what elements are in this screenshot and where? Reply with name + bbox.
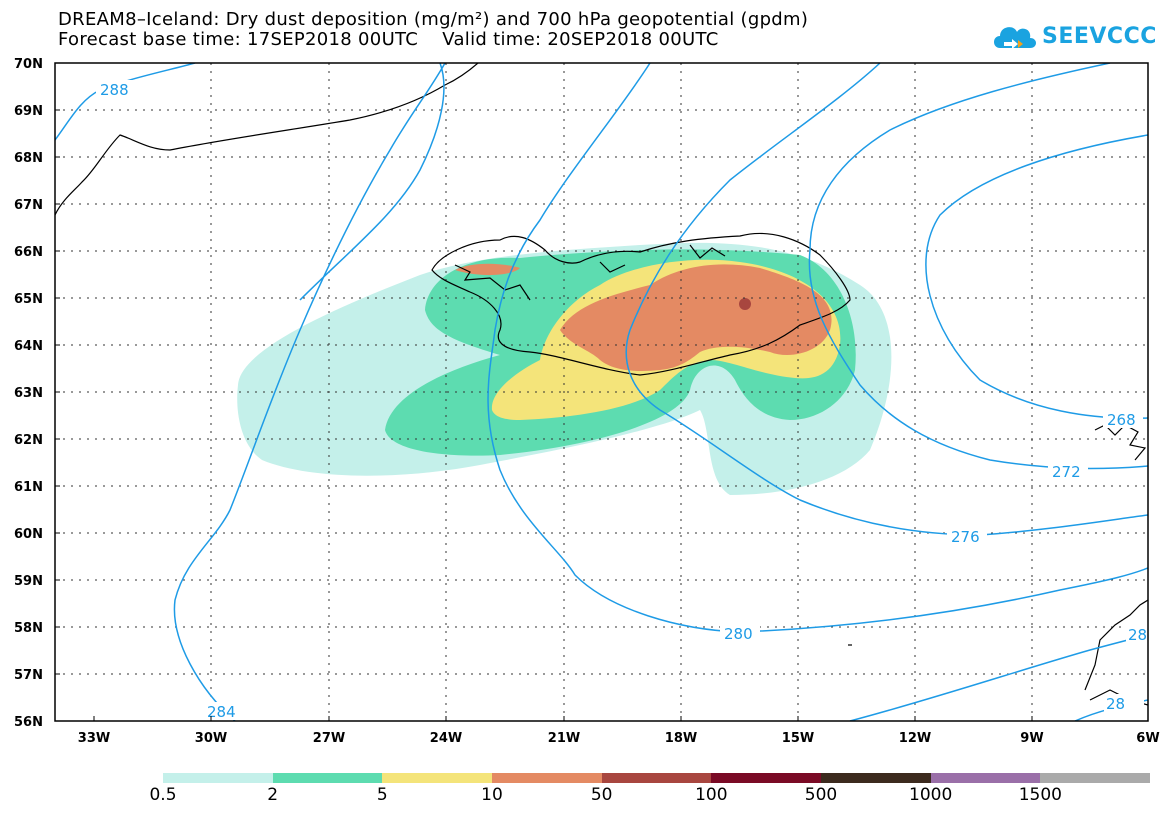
legend-swatch — [492, 773, 602, 783]
lat-label: 66N — [14, 245, 43, 260]
lat-label: 59N — [14, 574, 43, 589]
contour-284-east — [849, 634, 1148, 721]
legend-swatch — [711, 773, 822, 783]
contour-label-280: 280 — [724, 625, 753, 643]
lon-label: 18W — [665, 731, 697, 746]
lon-label: 21W — [548, 731, 580, 746]
graticule — [55, 63, 1148, 721]
contour-268 — [925, 134, 1148, 419]
legend-label: 2 — [267, 785, 279, 805]
lat-label: 64N — [14, 339, 43, 354]
legend-swatch — [1040, 773, 1151, 783]
legend-label: 50 — [590, 785, 613, 805]
contour-288 — [55, 63, 196, 141]
latitude-labels: 70N 69N 68N 67N 66N 65N 64N 63N 62N 61N … — [14, 57, 43, 730]
contour-284-west — [173, 63, 446, 721]
logo-text: SEEVCCC — [1042, 24, 1157, 49]
lat-label: 58N — [14, 621, 43, 636]
lat-label: 69N — [14, 104, 43, 119]
contour-280-main — [487, 63, 1148, 633]
contour-label-276: 276 — [951, 528, 980, 546]
lat-label: 57N — [14, 668, 43, 683]
legend-swatch — [163, 773, 273, 783]
legend-label: 0.5 — [149, 785, 177, 805]
contour-label-268: 268 — [1107, 411, 1136, 429]
contour-label-284: 284 — [207, 703, 236, 721]
seevccc-logo: SEEVCCC — [990, 18, 1156, 58]
iceland-coast — [431, 232, 851, 376]
legend-label: 1000 — [909, 785, 953, 805]
contour-labels: 288 284 280 276 272 268 28 28 — [96, 80, 1148, 721]
lat-label: 65N — [14, 292, 43, 307]
legend-label: 1500 — [1018, 785, 1062, 805]
contour-label-28-b: 28 — [1106, 695, 1125, 713]
lat-label: 62N — [14, 433, 43, 448]
legend-label: 5 — [376, 785, 388, 805]
dust-level-10 — [560, 264, 832, 371]
lat-label: 56N — [14, 715, 43, 730]
cloud-icon — [994, 27, 1036, 49]
legend-swatch — [930, 773, 1041, 783]
chart-title: DREAM8–Iceland: Dry dust deposition (mg/… — [58, 9, 809, 30]
lon-label: 6W — [1136, 731, 1159, 746]
lon-label: 15W — [782, 731, 814, 746]
iceland-coast-fjords — [454, 244, 726, 301]
legend-label: 500 — [804, 785, 838, 805]
lon-label: 27W — [313, 731, 345, 746]
lon-label: 33W — [78, 731, 110, 746]
lon-label: 24W — [430, 731, 462, 746]
legend-swatch — [601, 773, 712, 783]
lat-label: 70N — [14, 57, 43, 72]
lon-label: 30W — [195, 731, 227, 746]
contour-272 — [808, 63, 1148, 470]
contour-280 — [299, 63, 445, 301]
dust-level-50 — [739, 298, 751, 310]
dust-level-10-west — [455, 263, 520, 276]
contour-label-272: 272 — [1052, 463, 1081, 481]
greenland-coast — [55, 63, 479, 216]
lat-label: 67N — [14, 198, 43, 213]
legend-swatch — [382, 773, 493, 783]
lon-label: 12W — [899, 731, 931, 746]
lon-label: 9W — [1020, 731, 1043, 746]
legend-label: 10 — [481, 785, 503, 805]
lat-label: 60N — [14, 527, 43, 542]
legend-swatch — [272, 773, 383, 783]
contour-label-288: 288 — [100, 81, 129, 99]
lat-label: 63N — [14, 386, 43, 401]
chart-subtitle: Forecast base time: 17SEP2018 00UTC Vali… — [58, 29, 719, 50]
faroe-islands — [1094, 424, 1147, 461]
axis-ticks — [55, 109, 1033, 721]
contour-label-28-a: 28 — [1128, 626, 1147, 644]
legend-swatch — [821, 773, 931, 783]
color-legend — [163, 773, 1151, 783]
lat-label: 68N — [14, 151, 43, 166]
scotland-coast — [1084, 599, 1148, 706]
legend-label: 100 — [695, 785, 728, 805]
lat-label: 61N — [14, 480, 43, 495]
longitude-labels: 33W 30W 27W 24W 21W 18W 15W 12W 9W 6W — [78, 731, 1160, 746]
coastlines — [55, 63, 1148, 706]
